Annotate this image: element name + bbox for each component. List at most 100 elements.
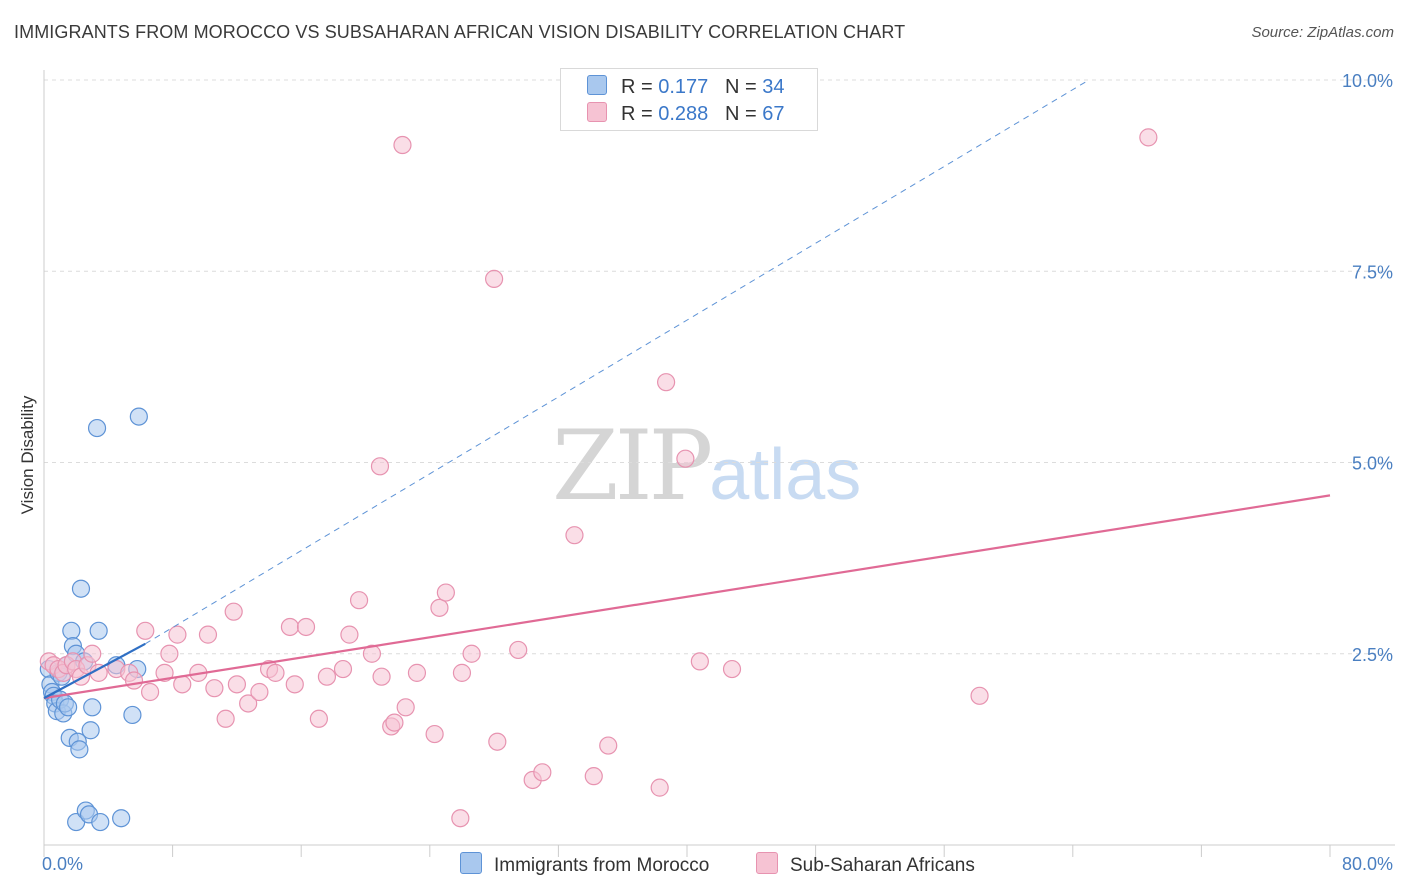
data-point-morocco — [123, 705, 142, 725]
data-point-ssa — [227, 675, 246, 694]
data-point-ssa — [216, 709, 235, 728]
y-tick-label: 7.5% — [1352, 262, 1393, 282]
data-point-ssa — [370, 457, 390, 476]
data-point-ssa — [396, 698, 415, 717]
legend-row-morocco: R = 0.177 N = 34 — [587, 75, 784, 101]
axes — [43, 70, 1395, 857]
legend-r-value: 0.288 — [658, 103, 709, 125]
data-point-ssa — [393, 135, 412, 155]
data-point-ssa — [168, 625, 187, 644]
gridlines — [44, 79, 1395, 655]
data-point-morocco — [70, 740, 89, 759]
trend-line-morocco-extrapolated — [145, 79, 1090, 645]
legend-swatch-morocco — [587, 75, 607, 95]
data-point-ssa — [425, 724, 444, 744]
data-point-ssa — [509, 640, 528, 660]
legend-r-value: 0.177 — [658, 76, 709, 98]
data-point-ssa — [565, 526, 584, 545]
data-point-ssa — [333, 659, 353, 679]
data-point-ssa — [462, 644, 481, 663]
data-point-ssa — [349, 591, 369, 610]
series-morocco-points — [39, 407, 148, 832]
data-point-morocco — [62, 621, 81, 640]
data-point-ssa — [452, 663, 472, 682]
legend-r-label: R = — [621, 76, 659, 98]
data-point-ssa — [280, 617, 300, 637]
data-point-ssa — [451, 809, 470, 828]
watermark: ZIPatlas — [552, 410, 861, 522]
bottom-legend-swatch-ssa — [756, 852, 778, 874]
x-tick-label: 80.0% — [1342, 854, 1393, 874]
x-tick-label: 0.0% — [42, 854, 83, 874]
data-point-ssa — [250, 682, 269, 702]
data-point-ssa — [317, 667, 337, 686]
legend-swatch-ssa — [587, 102, 607, 122]
legend-row-ssa: R = 0.288 N = 67 — [587, 102, 784, 128]
data-point-ssa — [309, 709, 328, 728]
legend-r-label: R = — [621, 103, 659, 125]
bottom-legend-morocco: Immigrants from Morocco — [460, 852, 709, 877]
watermark-atlas: atlas — [709, 435, 862, 515]
data-point-ssa — [676, 449, 695, 468]
data-point-ssa — [584, 767, 603, 786]
data-point-ssa — [124, 671, 144, 690]
data-point-morocco — [71, 579, 91, 598]
data-point-morocco — [59, 698, 78, 717]
data-point-ssa — [430, 598, 449, 617]
data-point-ssa — [173, 675, 192, 694]
data-point-ssa — [657, 373, 676, 392]
data-point-ssa — [136, 621, 155, 640]
data-point-ssa — [160, 644, 179, 663]
source-credit: Source: ZipAtlas.com — [1251, 24, 1394, 41]
data-point-morocco — [89, 621, 108, 640]
data-point-ssa — [690, 652, 709, 671]
data-point-ssa — [140, 682, 160, 702]
data-point-ssa — [155, 663, 174, 682]
data-point-morocco — [91, 812, 110, 832]
data-point-ssa — [488, 732, 507, 751]
data-point-ssa — [1139, 128, 1158, 147]
y-tick-label: 5.0% — [1352, 454, 1393, 474]
legend-n-label: N = — [724, 103, 763, 125]
trend-line-morocco — [43, 642, 146, 700]
trend-line-ssa — [43, 494, 1331, 700]
bottom-legend-swatch-morocco — [460, 852, 482, 874]
bottom-legend-label-morocco: Immigrants from Morocco — [494, 855, 710, 876]
data-point-morocco — [129, 407, 148, 426]
data-point-ssa — [340, 625, 359, 644]
y-tick-label: 10.0% — [1342, 71, 1393, 91]
data-point-ssa — [436, 583, 455, 602]
data-point-ssa — [970, 686, 989, 705]
y-tick-label: 2.5% — [1352, 645, 1393, 665]
data-point-ssa — [198, 625, 218, 644]
correlation-legend: R = 0.177 N = 34 R = 0.288 N = 67 — [560, 68, 818, 131]
trend-lines — [43, 79, 1331, 700]
data-point-ssa — [372, 667, 391, 686]
data-point-ssa — [362, 644, 382, 663]
data-point-ssa — [296, 617, 316, 637]
data-point-ssa — [722, 659, 742, 679]
data-point-ssa — [285, 675, 304, 694]
data-point-morocco — [83, 698, 102, 717]
legend-n-value: 34 — [762, 76, 785, 98]
data-point-ssa — [83, 644, 102, 663]
bottom-legend-label-ssa: Sub-Saharan Africans — [790, 855, 975, 876]
data-point-ssa — [266, 663, 285, 682]
data-point-ssa — [407, 663, 427, 682]
data-point-morocco — [81, 721, 100, 740]
legend-n-value: 67 — [762, 103, 785, 125]
bottom-legend-ssa: Sub-Saharan Africans — [756, 852, 975, 877]
data-point-ssa — [239, 694, 258, 713]
data-point-morocco — [112, 809, 131, 828]
data-point-ssa — [485, 269, 504, 288]
legend-n-label: N = — [724, 76, 763, 98]
data-point-ssa — [599, 736, 618, 755]
tick-labels: 2.5% 5.0% 7.5% 10.0% 0.0% 80.0% — [42, 71, 1393, 874]
data-point-ssa — [650, 778, 669, 797]
data-point-ssa — [205, 679, 224, 698]
data-point-ssa — [385, 713, 404, 732]
chart-title: IMMIGRANTS FROM MOROCCO VS SUBSAHARAN AF… — [14, 22, 906, 42]
series-ssa-points — [39, 128, 1158, 828]
data-point-ssa — [224, 602, 243, 621]
